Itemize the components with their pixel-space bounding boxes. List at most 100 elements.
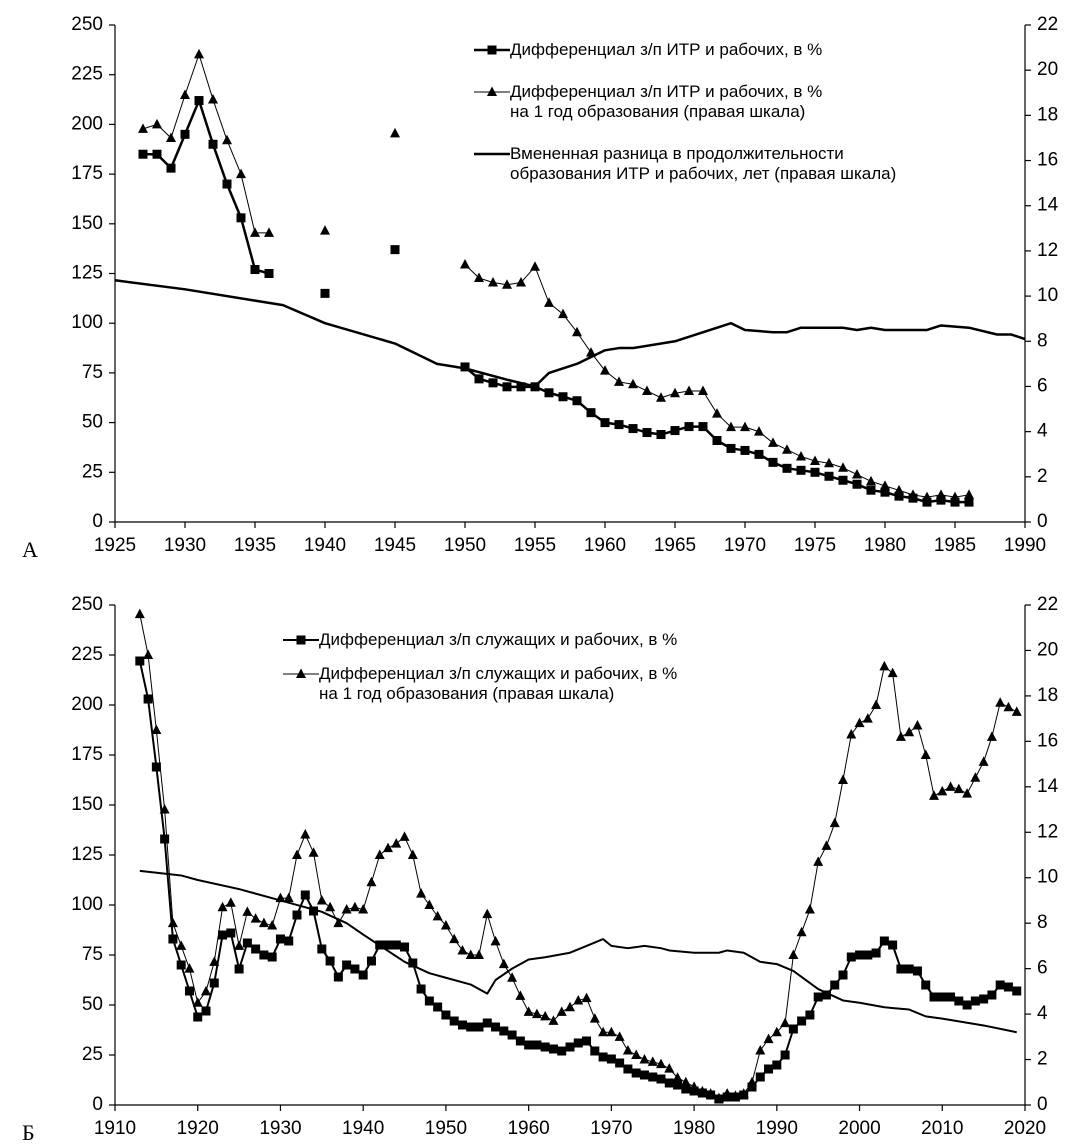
triangle-marker <box>516 277 526 287</box>
triangle-marker <box>316 894 327 905</box>
square-marker <box>964 497 974 507</box>
triangle-marker <box>810 455 820 466</box>
triangle-marker <box>176 940 187 950</box>
triangle-marker <box>383 842 393 853</box>
x-tick-label: 1910 <box>94 1118 136 1139</box>
triangle-marker <box>565 1001 575 1012</box>
x-tick-label: 1950 <box>444 535 486 556</box>
y2-tick-label: 4 <box>1037 1003 1048 1024</box>
triangle-marker <box>936 489 946 499</box>
square-marker <box>681 1084 691 1094</box>
square-marker <box>488 378 498 388</box>
square-marker <box>466 1022 476 1032</box>
square-marker <box>457 1020 467 1030</box>
triangle-marker <box>995 697 1006 707</box>
triangle-marker <box>465 949 476 959</box>
triangle-marker <box>134 608 145 619</box>
square-marker <box>754 449 764 459</box>
triangle-marker <box>726 421 736 432</box>
triangle-marker <box>531 1008 542 1019</box>
triangle-marker <box>937 785 948 796</box>
square-marker <box>904 964 914 974</box>
triangle-marker <box>904 726 915 737</box>
square-marker <box>532 1040 542 1050</box>
square-marker <box>275 934 285 944</box>
triangle-marker <box>300 829 311 839</box>
square-marker <box>449 1016 459 1026</box>
triangle-marker <box>194 48 204 59</box>
square-marker <box>929 992 939 1002</box>
legend-text: Вмененная разница в продолжительности об… <box>510 144 897 183</box>
triangle-marker <box>606 1026 617 1037</box>
triangle-marker <box>838 774 848 784</box>
triangle-marker <box>308 847 319 857</box>
triangle-marker <box>697 1085 708 1096</box>
square-marker <box>782 463 792 473</box>
triangle-marker <box>821 840 832 850</box>
triangle-marker <box>824 457 834 468</box>
triangle-marker <box>920 749 931 759</box>
y2-tick-label: 22 <box>1037 14 1058 35</box>
square-marker <box>642 428 652 438</box>
triangle-marker <box>457 944 468 955</box>
triangle-marker <box>530 261 540 271</box>
triangle-marker <box>647 1056 658 1066</box>
square-marker <box>507 1030 517 1040</box>
series-line <box>139 869 1017 1034</box>
triangle-marker <box>771 1026 782 1037</box>
legend-symbol <box>474 45 510 55</box>
y-tick-label: 175 <box>71 163 103 184</box>
triangle-marker <box>656 1058 666 1069</box>
triangle-marker <box>680 1076 691 1087</box>
triangle-marker <box>374 849 385 859</box>
triangle-marker <box>1003 701 1014 712</box>
square-marker <box>152 149 162 159</box>
triangle-marker <box>813 856 824 866</box>
x-tick-label: 1980 <box>673 1118 715 1139</box>
square-marker <box>320 288 330 298</box>
triangle-marker <box>449 933 460 944</box>
triangle-marker <box>184 963 195 973</box>
y2-tick-label: 22 <box>1037 594 1058 615</box>
triangle-marker <box>358 904 369 914</box>
square-marker <box>565 1042 575 1052</box>
triangle-marker <box>296 668 306 678</box>
square-marker <box>474 374 484 384</box>
square-marker <box>712 435 722 445</box>
legend-text: Дифференциал з/п ИТР и рабочих, в % на 1… <box>510 82 823 121</box>
triangle-marker <box>544 297 554 307</box>
x-tick-label: 1925 <box>94 535 136 556</box>
square-marker <box>670 426 680 436</box>
y2-tick-label: 6 <box>1037 375 1048 396</box>
square-marker <box>474 1022 484 1032</box>
y-tick-label: 150 <box>71 213 103 234</box>
square-marker <box>317 944 327 954</box>
triangle-marker <box>138 123 148 133</box>
triangle-marker <box>986 731 997 741</box>
triangle-marker <box>167 917 178 928</box>
triangle-marker <box>738 1088 749 1098</box>
panel-label: Б <box>22 1120 35 1144</box>
x-tick-label: 1985 <box>934 535 976 556</box>
legend-symbol <box>474 86 510 96</box>
y-tick-label: 125 <box>71 263 103 284</box>
square-marker <box>333 972 343 982</box>
square-marker <box>267 952 277 962</box>
triangle-marker <box>581 992 592 1003</box>
triangle-marker <box>838 462 848 472</box>
square-marker <box>259 950 269 960</box>
triangle-marker <box>628 378 638 389</box>
x-tick-label: 1940 <box>304 535 346 556</box>
x-tick-label: 1950 <box>425 1118 467 1139</box>
y-tick-label: 250 <box>71 594 103 615</box>
triangle-marker <box>152 118 162 129</box>
square-marker <box>673 1080 683 1090</box>
triangle-marker <box>540 1010 551 1021</box>
legend-text: Дифференциал з/п служащих и рабочих, в % <box>319 630 678 649</box>
y2-tick-label: 8 <box>1037 330 1048 351</box>
triangle-marker <box>713 1092 724 1103</box>
square-marker <box>726 443 736 453</box>
square-marker <box>416 984 426 994</box>
square-marker <box>300 890 310 900</box>
square-marker <box>979 994 989 1004</box>
